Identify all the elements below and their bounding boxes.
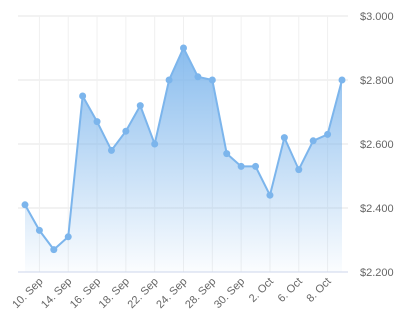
data-point — [151, 140, 159, 148]
x-tick-label: 22. Sep — [126, 276, 161, 311]
data-point — [280, 134, 288, 142]
data-point — [266, 191, 274, 199]
data-point — [21, 201, 29, 209]
data-point — [237, 162, 245, 170]
x-tick-label: 14. Sep — [39, 276, 74, 311]
x-tick-label: 24. Sep — [154, 276, 189, 311]
data-point — [50, 246, 58, 254]
x-tick-label: 28. Sep — [183, 276, 218, 311]
data-point — [107, 146, 115, 154]
data-point — [309, 137, 317, 145]
y-tick-label: $2.800 — [360, 75, 394, 87]
data-point — [93, 118, 101, 126]
data-point — [64, 233, 72, 241]
data-point — [252, 162, 260, 170]
data-point — [165, 76, 173, 84]
data-point — [79, 92, 87, 100]
x-tick-label: 18. Sep — [97, 276, 132, 311]
x-tick-label: 30. Sep — [212, 276, 247, 311]
x-tick-label: 10. Sep — [10, 276, 45, 311]
x-tick-label: 6. Oct — [276, 276, 305, 305]
y-tick-label: $3.000 — [360, 11, 394, 23]
data-point — [35, 226, 43, 234]
y-tick-label: $2.600 — [360, 139, 394, 151]
data-point — [223, 150, 231, 158]
data-point — [338, 76, 346, 84]
y-tick-label: $2.200 — [360, 267, 394, 279]
data-point — [194, 73, 202, 81]
x-tick-label: 16. Sep — [68, 276, 103, 311]
y-tick-label: $2.400 — [360, 203, 394, 215]
data-point — [122, 127, 130, 135]
data-point — [180, 44, 187, 52]
area-fill — [25, 48, 342, 272]
data-point — [324, 130, 332, 138]
data-point — [136, 102, 144, 110]
x-tick-label: 2. Oct — [247, 276, 276, 305]
data-point — [295, 166, 303, 174]
data-point — [208, 76, 216, 84]
x-tick-label: 8. Oct — [304, 276, 333, 305]
